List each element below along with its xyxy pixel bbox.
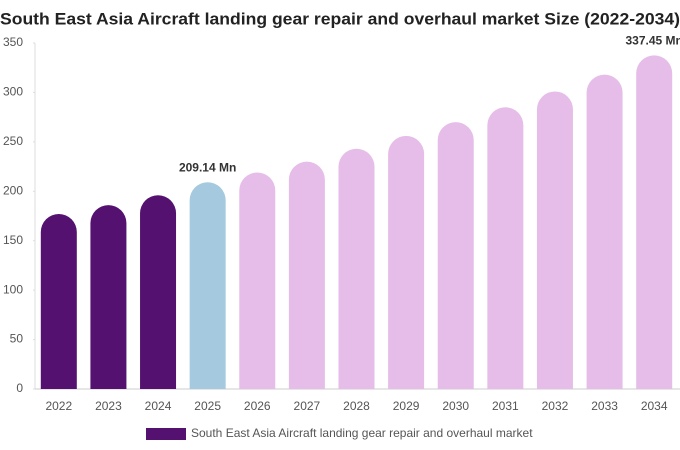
x-tick-label: 2029 [393,399,420,413]
x-tick-label: 2024 [145,399,172,413]
bar [586,74,623,390]
x-tick-label: 2023 [95,399,122,413]
y-tick-label: 150 [3,233,23,247]
legend-swatch [146,428,186,440]
y-tick-label: 200 [3,183,23,197]
legend-label: South East Asia Aircraft landing gear re… [191,426,533,440]
bar [140,195,177,389]
x-tick-label: 2032 [542,399,569,413]
x-tick-label: 2031 [492,399,519,413]
bar [239,172,276,389]
y-tick-label: 300 [3,85,23,99]
bar [90,205,127,389]
y-tick-label: 0 [16,381,23,395]
bar [288,161,325,389]
bar [189,182,226,389]
bar [536,91,573,390]
x-tick-label: 2034 [641,399,668,413]
y-tick-label: 250 [3,134,23,148]
bar [388,135,425,389]
bar [437,122,474,390]
y-tick-label: 50 [10,332,24,346]
bar [338,148,375,389]
x-tick-label: 2022 [45,399,72,413]
bar [487,107,524,390]
x-tick-label: 2033 [591,399,618,413]
x-tick-label: 2027 [294,399,321,413]
x-tick-label: 2026 [244,399,271,413]
chart-title: South East Asia Aircraft landing gear re… [0,9,680,28]
value-label: 209.14 Mn [179,160,236,174]
x-tick-label: 2030 [442,399,469,413]
value-label: 337.45 Mn [626,34,680,48]
x-tick-label: 2028 [343,399,370,413]
bar [636,55,673,390]
y-tick-label: 350 [3,35,23,49]
x-tick-label: 2025 [194,399,221,413]
y-tick-label: 100 [3,282,23,296]
bar [40,214,77,389]
